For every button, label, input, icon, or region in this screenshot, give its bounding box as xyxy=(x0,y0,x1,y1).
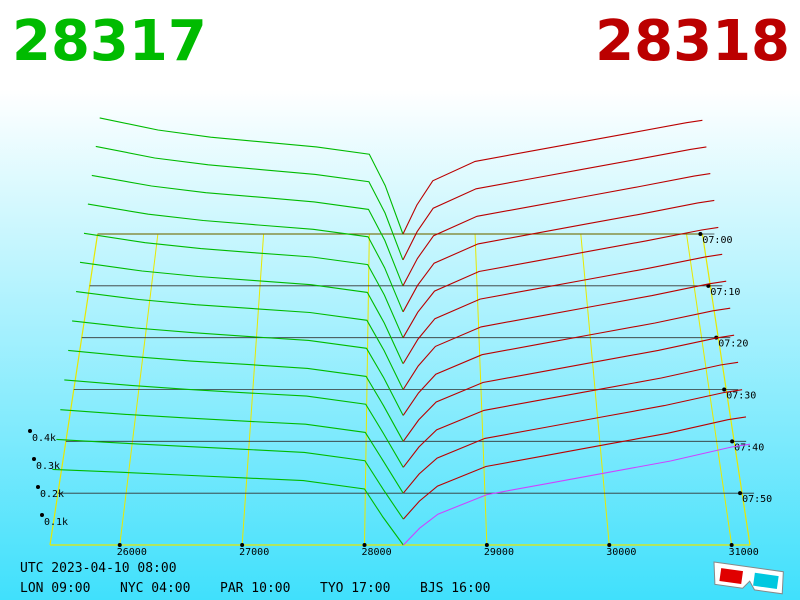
ask-depth-line xyxy=(402,226,719,338)
bid-depth-line xyxy=(91,174,404,287)
ask-depth-line xyxy=(402,389,743,494)
bid-depth-line xyxy=(83,232,404,338)
city-time: LON 09:00 xyxy=(20,581,90,596)
ask-depth-line xyxy=(402,280,727,390)
price-tick-label: 26000 xyxy=(117,547,147,558)
ask-depth-line xyxy=(402,334,735,442)
time-tick xyxy=(698,232,703,236)
time-tick-label: 07:50 xyxy=(742,494,772,505)
time-tick xyxy=(738,491,743,496)
time-tick-label: 07:30 xyxy=(726,391,756,402)
utc-time: UTC 2023-04-10 08:00 xyxy=(20,561,177,576)
bid-depth-line xyxy=(79,261,404,364)
price-tick xyxy=(240,543,245,547)
depth-tick xyxy=(40,513,44,517)
bid-depth-line xyxy=(56,438,404,520)
time-tick xyxy=(722,387,727,392)
bid-depth-line xyxy=(60,409,404,494)
price-tick-label: 31000 xyxy=(729,547,759,558)
price-tick-label: 30000 xyxy=(606,547,636,558)
depth-tick-label: 0.1k xyxy=(44,517,68,528)
time-tick-label: 07:40 xyxy=(734,442,764,453)
ask-depth-line xyxy=(402,199,715,313)
city-time: TYO 17:00 xyxy=(320,581,390,596)
city-time: BJS 16:00 xyxy=(420,581,490,596)
price-tick-label: 29000 xyxy=(484,547,514,558)
bid-depth-line xyxy=(68,349,404,442)
bid-depth-line xyxy=(72,320,404,416)
time-tick-label: 07:00 xyxy=(702,235,732,246)
depth-tick xyxy=(28,429,32,433)
ask-depth-line xyxy=(402,119,703,235)
ask-depth-line xyxy=(402,253,723,364)
depth-tick-label: 0.2k xyxy=(40,489,64,500)
depth-tick-label: 0.3k xyxy=(36,461,60,472)
city-times: LON 09:00 NYC 04:00 PAR 10:00 TYO 17:00 BJS … xyxy=(20,581,490,596)
depth-tick xyxy=(36,485,40,489)
depth-tick-label: 0.4k xyxy=(32,433,56,444)
bid-depth-line xyxy=(76,291,404,390)
price-tick-label: 27000 xyxy=(239,547,269,558)
plot: 26000 27000 28000 29000 30000 31000 07:00 07:10… xyxy=(28,117,772,558)
ask-depth-line xyxy=(402,416,747,520)
city-time: PAR 10:00 xyxy=(220,581,290,596)
price-tick xyxy=(607,543,612,547)
city-time: NYC 04:00 xyxy=(120,581,190,596)
bid-depth-line xyxy=(95,145,404,261)
price-tick xyxy=(117,543,122,547)
ask-depth-line xyxy=(402,361,739,468)
price-tick xyxy=(729,543,734,547)
ask-depth-line xyxy=(402,173,711,287)
bid-depth-line xyxy=(64,379,404,468)
time-tick xyxy=(730,439,735,444)
price-tick-label: 28000 xyxy=(362,547,392,558)
time-tick xyxy=(706,283,711,288)
bid-depth-line xyxy=(87,203,404,313)
price-tick xyxy=(362,543,367,547)
bid-depth-line xyxy=(99,117,404,235)
3d-glasses-icon xyxy=(713,561,784,595)
depth-tick xyxy=(32,457,36,461)
ask-depth-line xyxy=(402,307,731,416)
bid-depth-line xyxy=(52,468,404,546)
ask-depth-line xyxy=(402,146,707,261)
price-tick xyxy=(484,543,489,547)
ask-price: 28318 xyxy=(595,9,790,74)
time-tick-label: 07:10 xyxy=(710,287,740,298)
bid-price: 28317 xyxy=(12,9,207,74)
time-tick-label: 07:20 xyxy=(718,339,748,350)
ask-depth-line xyxy=(403,443,751,546)
